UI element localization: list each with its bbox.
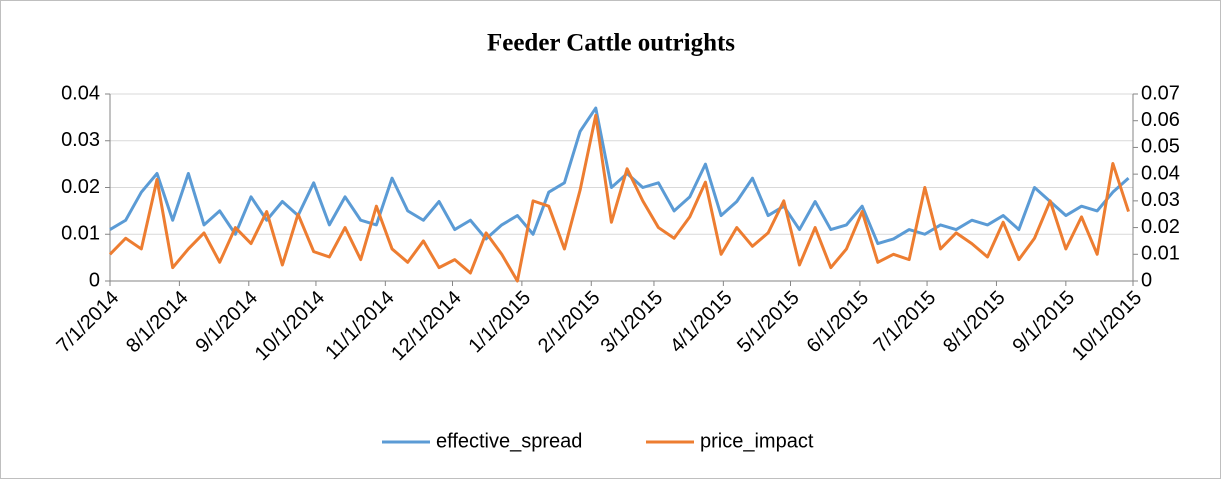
y2-tick-label: 0.04	[1141, 162, 1180, 184]
y2-tick-label: 0.03	[1141, 189, 1180, 211]
series-line	[109, 106, 1130, 246]
legend-label: effective_spread	[436, 430, 582, 452]
legend-label: price_impact	[700, 430, 814, 452]
y-tick-label: 0.03	[61, 129, 100, 151]
y-tick-label: 0.01	[61, 223, 100, 245]
series-line	[108, 113, 1130, 283]
y2-tick-label: 0.05	[1141, 136, 1180, 158]
y2-tick-label: 0.07	[1141, 82, 1180, 104]
y-tick-label: 0	[89, 269, 100, 291]
y-tick-label: 0.04	[61, 82, 100, 104]
y2-tick-label: 0	[1141, 269, 1152, 291]
chart-title: Feeder Cattle outrights	[487, 30, 735, 57]
y2-tick-label: 0.01	[1141, 243, 1180, 265]
y-tick-label: 0.02	[61, 176, 100, 198]
y2-tick-label: 0.02	[1141, 216, 1180, 238]
y2-tick-label: 0.06	[1141, 109, 1180, 131]
